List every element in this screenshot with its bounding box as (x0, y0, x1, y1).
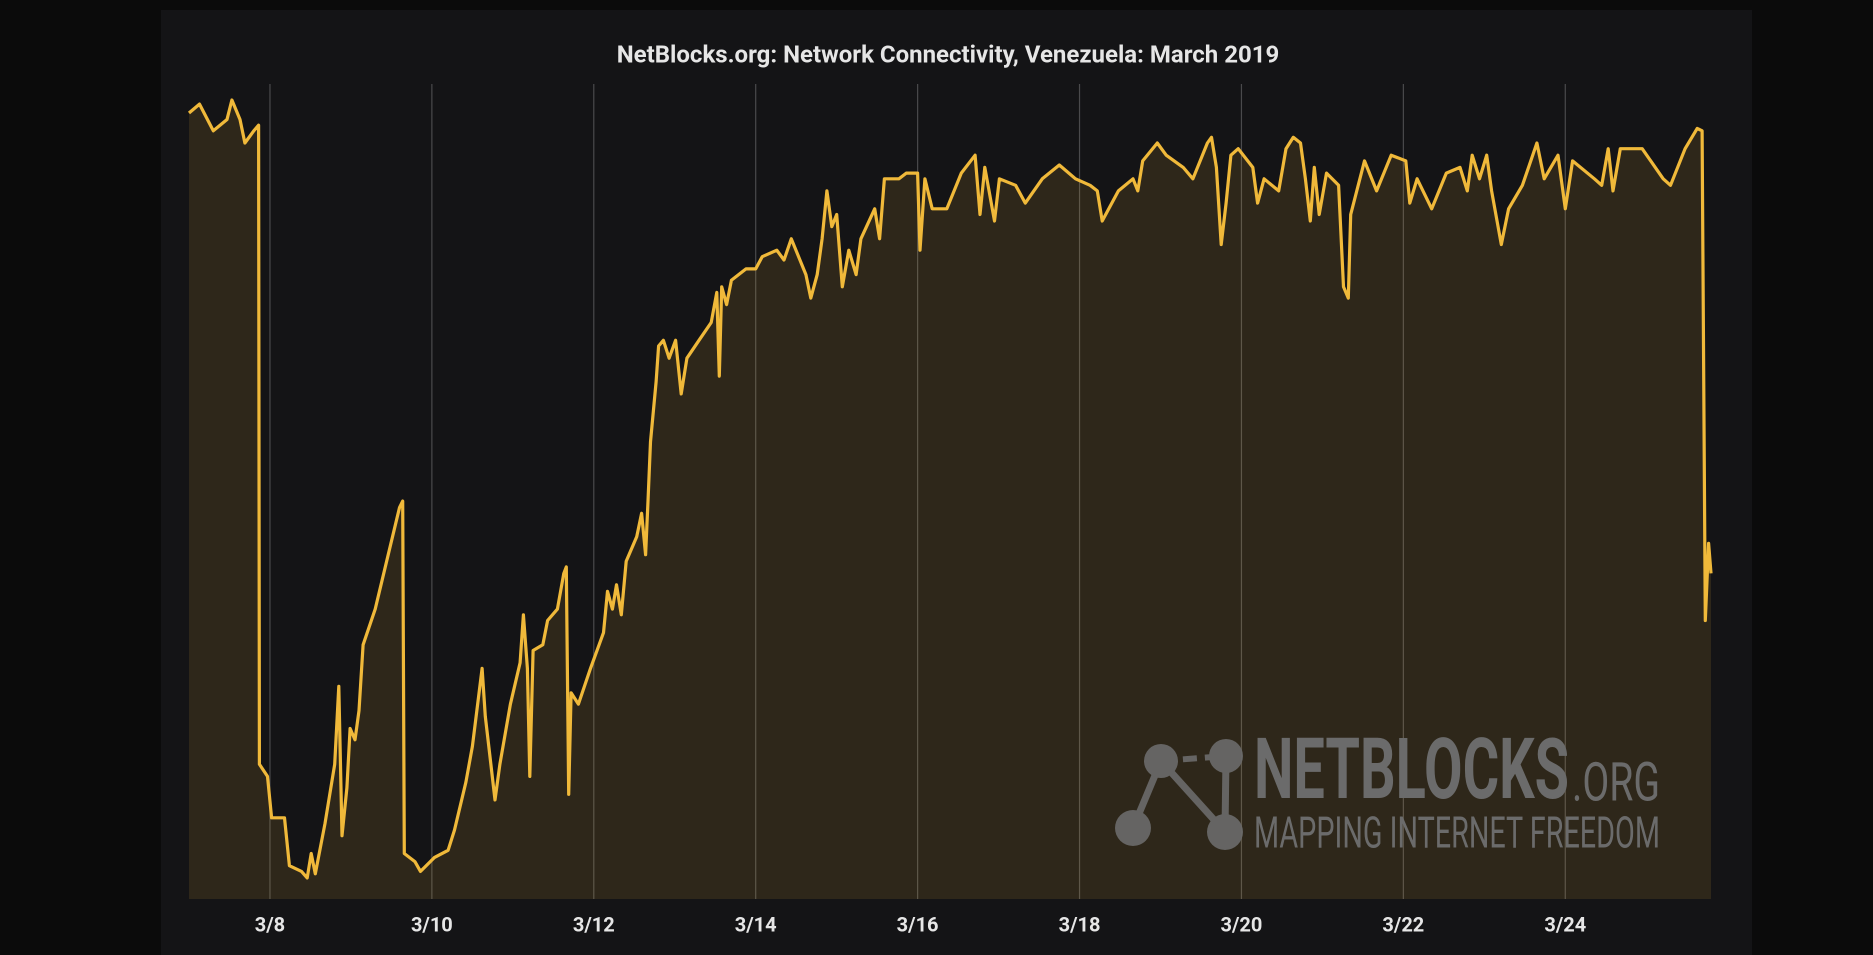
area (189, 100, 1711, 899)
x-tick-label: 3/8 (255, 912, 285, 936)
line (187, 98, 1713, 880)
x-tick-label: 3/24 (1544, 912, 1586, 936)
x-tick-label: 3/22 (1382, 912, 1424, 936)
chart-title: NetBlocks.org: Network Connectivity, Ven… (617, 40, 1280, 68)
plot (187, 98, 1713, 899)
grid (269, 84, 1566, 899)
x-tick-label: 3/12 (573, 912, 615, 936)
logo-node (1209, 739, 1243, 773)
watermark-domain: .ORG (1572, 751, 1660, 814)
logo-node (1144, 744, 1178, 778)
logo-node (1115, 810, 1151, 846)
watermark-logo (1115, 739, 1243, 850)
logo-node (1207, 814, 1243, 850)
x-tick-label: 3/14 (735, 912, 777, 936)
x-tick-label: 3/10 (411, 912, 453, 936)
x-tick-label: 3/18 (1059, 912, 1101, 936)
watermark-brand: NETBLOCKS (1254, 720, 1569, 819)
x-tick-label: 3/16 (897, 912, 939, 936)
watermark-tagline: MAPPING INTERNET FREEDOM (1254, 807, 1660, 859)
x-tick-label: 3/20 (1221, 912, 1263, 936)
